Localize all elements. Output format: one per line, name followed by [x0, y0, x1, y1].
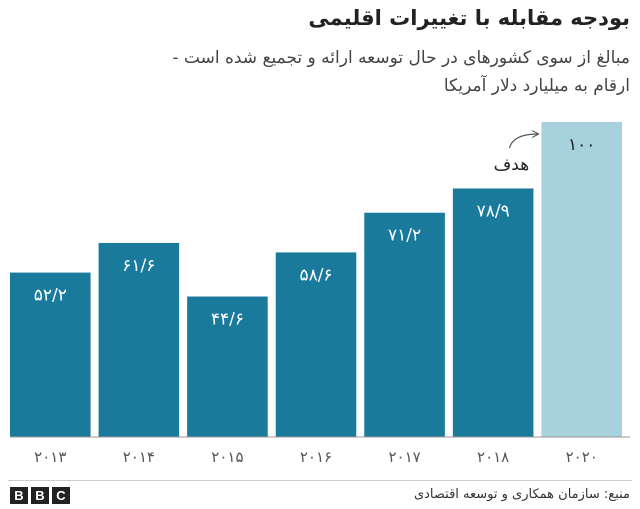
bar — [364, 212, 445, 437]
bar-value-label: ۵۸/۶ — [299, 265, 332, 285]
bar — [98, 242, 180, 437]
target-label: هدف — [494, 155, 530, 175]
target-arrow — [508, 134, 537, 149]
x-tick-label: ۲۰۲۰ — [566, 448, 598, 466]
footer-divider — [8, 480, 632, 481]
bar-value-label: ۶۱/۶ — [122, 256, 155, 276]
bar-value-label: ۷۱/۲ — [388, 226, 421, 246]
chart-subtitle-line-1: مبالغ از سوی کشورهای در حال توسعه ارائه … — [172, 48, 630, 68]
chart-title: بودجه مقابله با تغییرات اقلیمی — [308, 6, 630, 30]
bar-chart: ۵۲/۲ ۶۱/۶ ۴۴/۶ ۵۸/۶ ۷۱/۲ ۷۸/۹ ۱۰۰ ۲۰۱۳ ۲۰۱۴ ۲۰۱۵… — [10, 122, 630, 466]
bar-value-label: ۷۸/۹ — [477, 201, 510, 221]
bar — [10, 272, 91, 437]
chart-subtitle-line-2: ارقام به میلیارد دلار آمریکا — [443, 76, 630, 96]
source-note: منبع: سازمان همکاری و توسعه اقتصادی — [413, 487, 630, 502]
bar — [275, 252, 357, 437]
chart-subtitle: مبالغ از سوی کشورهای در حال توسعه ارائه … — [10, 44, 630, 100]
bars-group — [10, 122, 622, 437]
bbc-logo-letter: C — [52, 487, 70, 504]
bar-value-label: ۴۴/۶ — [211, 310, 244, 330]
x-tick-label: ۲۰۱۳ — [34, 448, 66, 466]
x-tick-label: ۲۰۱۷ — [388, 448, 420, 466]
bar-value-label: ۱۰۰ — [568, 135, 595, 155]
bbc-logo-letter: B — [31, 487, 49, 504]
bbc-logo-letter: B — [10, 487, 28, 504]
x-tick-label: ۲۰۱۵ — [211, 448, 243, 466]
bar — [187, 296, 268, 437]
target-bar — [541, 122, 622, 437]
bbc-logo: B B C — [10, 487, 70, 504]
x-tick-label: ۲۰۱۸ — [477, 448, 509, 466]
bar — [452, 188, 534, 437]
x-tick-label: ۲۰۱۴ — [123, 448, 155, 466]
target-annotation: هدف — [494, 134, 538, 175]
bar-value-label: ۵۲/۲ — [34, 286, 67, 306]
tick-labels-group: ۲۰۱۳ ۲۰۱۴ ۲۰۱۵ ۲۰۱۶ ۲۰۱۷ ۲۰۱۸ ۲۰۲۰ — [34, 448, 598, 466]
value-labels-group: ۵۲/۲ ۶۱/۶ ۴۴/۶ ۵۸/۶ ۷۱/۲ ۷۸/۹ ۱۰۰ — [34, 135, 596, 330]
x-tick-label: ۲۰۱۶ — [300, 448, 332, 466]
